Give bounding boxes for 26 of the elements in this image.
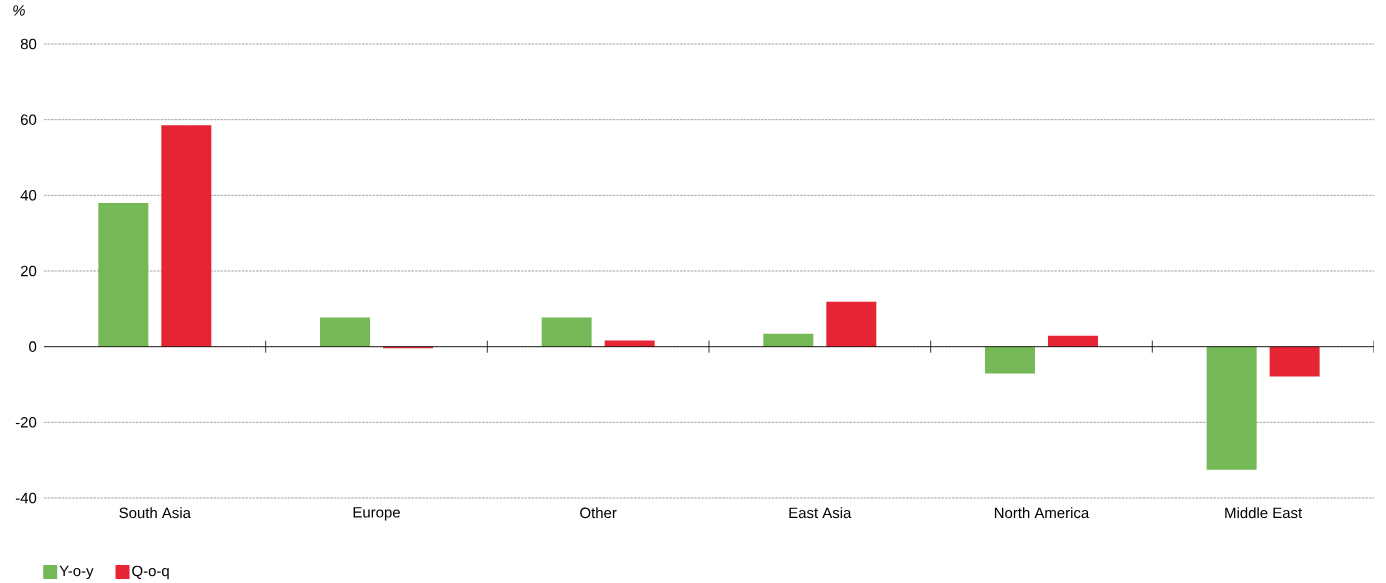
bar (161, 125, 212, 347)
x-tick-label: Other (580, 507, 617, 519)
bar (1269, 346, 1320, 377)
x-tick-label: South Asia (119, 507, 191, 519)
y-tick-label: 40 (20, 190, 37, 201)
y-tick-label: 60 (20, 114, 37, 125)
y-tick-label: 20 (20, 265, 37, 277)
y-tick-label: 0 (29, 341, 37, 352)
y-tick-label: -20 (15, 417, 37, 428)
legend-label: Y-o-y (59, 565, 94, 580)
bar (826, 301, 877, 347)
bar (1206, 346, 1257, 470)
x-tick-label: Middle East (1225, 507, 1303, 519)
bar (319, 317, 370, 347)
bar (541, 317, 592, 347)
y-tick-label: -40 (15, 492, 37, 504)
x-tick-label: East Asia (789, 507, 852, 519)
bar (98, 202, 149, 347)
y-tick-label: 80 (20, 38, 37, 50)
y-axis-title: % (13, 5, 25, 16)
x-tick-label: Europe (353, 507, 400, 521)
bar (1047, 335, 1098, 347)
bar (984, 346, 1035, 374)
bar (763, 333, 814, 347)
legend-label: Q-o-q (132, 565, 169, 580)
x-tick-label: North America (994, 507, 1090, 519)
